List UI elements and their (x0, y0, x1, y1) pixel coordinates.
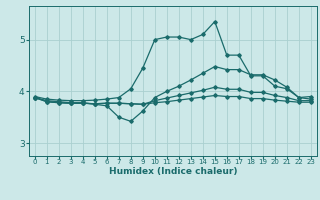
X-axis label: Humidex (Indice chaleur): Humidex (Indice chaleur) (108, 167, 237, 176)
